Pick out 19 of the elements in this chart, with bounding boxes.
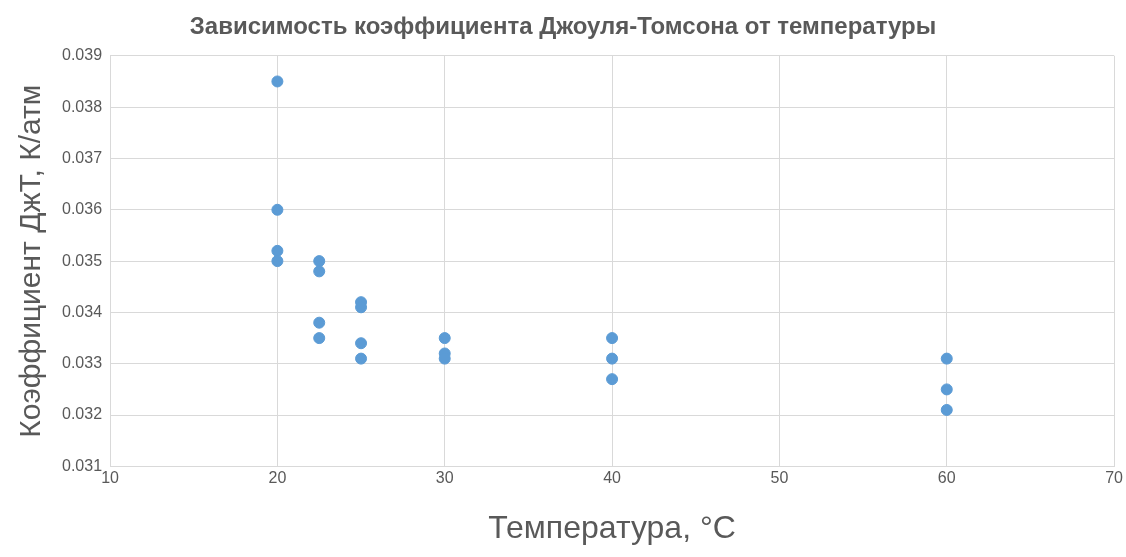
x-tick-label: 30 <box>435 469 454 487</box>
y-tick-label: 0.039 <box>61 46 103 64</box>
y-tick-label: 0.036 <box>61 200 103 218</box>
y-tick-label: 0.038 <box>61 97 103 115</box>
y-tick-label: 0.031 <box>61 456 103 474</box>
y-tick-label: 0.032 <box>61 405 103 423</box>
x-tick-label: 60 <box>937 469 956 487</box>
y-tick-label: 0.034 <box>61 302 103 320</box>
chart-title: Зависимость коэффициента Джоуля-Томсона от температуры <box>189 12 937 40</box>
x-tick-label: 70 <box>1105 469 1124 487</box>
y-axis-title: Коэффициент ДжТ, К/атм <box>13 84 47 438</box>
x-tick-label: 50 <box>770 469 789 487</box>
y-tick-label: 0.037 <box>61 148 103 166</box>
x-axis-title: Температура, °C <box>488 508 736 545</box>
x-tick-label: 40 <box>603 469 622 487</box>
y-tick-label: 0.035 <box>61 251 103 269</box>
x-tick-label: 10 <box>101 469 120 487</box>
x-tick-label: 20 <box>268 469 287 487</box>
y-tick-label: 0.033 <box>61 354 103 372</box>
